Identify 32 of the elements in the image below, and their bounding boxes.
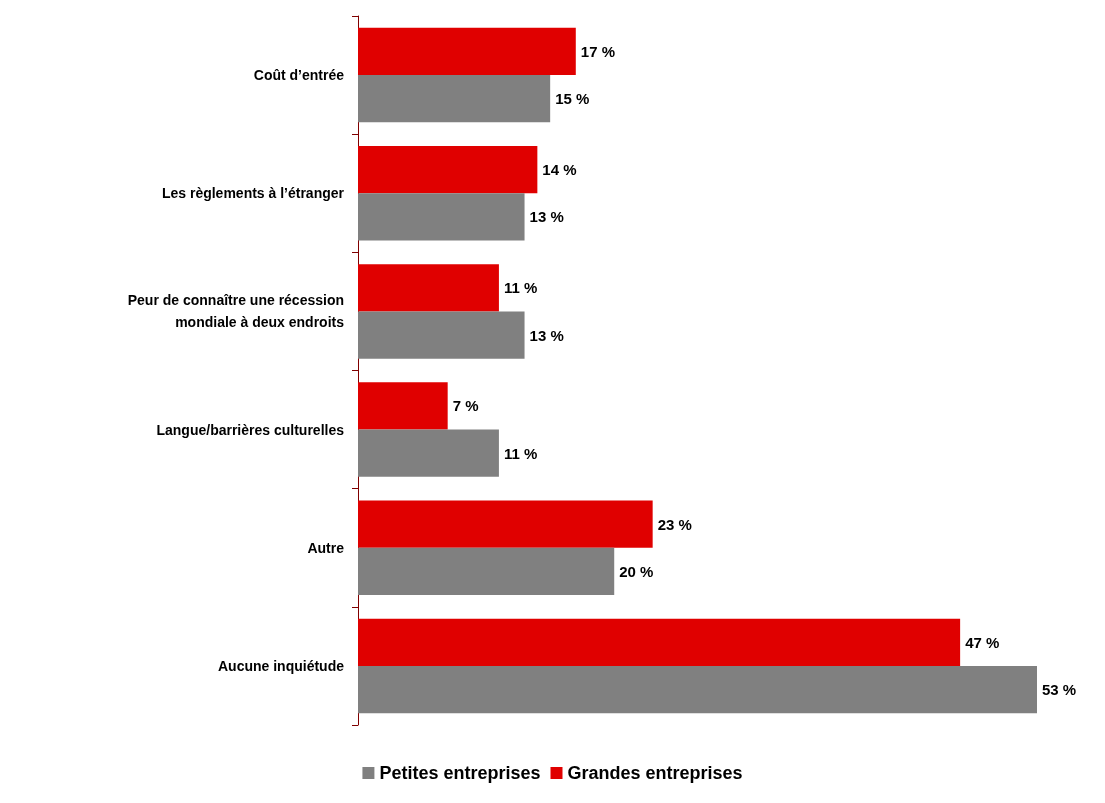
data-label: 7 % [452, 397, 479, 415]
data-label: 15 % [555, 90, 590, 108]
bar [358, 193, 525, 241]
bar [358, 382, 448, 430]
data-label: 11 % [503, 444, 538, 462]
bar [358, 547, 615, 596]
bar [358, 618, 961, 666]
legend-label: Grandes entreprises [567, 763, 743, 783]
bar [358, 429, 499, 477]
y-tick-label: Peur de connaître une récession mondiale à deux endroits [127, 292, 345, 331]
data-label: 14 % [542, 161, 577, 179]
data-label: 13 % [529, 326, 564, 344]
data-label: 17 % [580, 42, 615, 60]
y-tick-label: Coût d’entrée [253, 67, 345, 84]
y-tick-label: Les règlements à l’étranger [161, 185, 345, 202]
bar [358, 264, 499, 312]
y-tick-label: Aucune inquiétude [218, 657, 345, 674]
bar [358, 75, 551, 123]
bar [358, 311, 525, 359]
data-label: 11 % [503, 279, 538, 297]
data-label: 13 % [529, 208, 564, 226]
legend-label: Petites entreprises [379, 763, 541, 783]
data-label: 53 % [1042, 681, 1077, 699]
y-tick-label: Autre [307, 539, 345, 556]
bar [358, 665, 1037, 714]
bar [358, 500, 653, 548]
bar [358, 27, 576, 76]
data-label: 23 % [657, 515, 692, 533]
data-label: 20 % [619, 562, 654, 580]
data-label: 47 % [965, 633, 1000, 651]
y-tick-label: Langue/barrières culturelles [156, 421, 345, 438]
bar [358, 145, 538, 194]
